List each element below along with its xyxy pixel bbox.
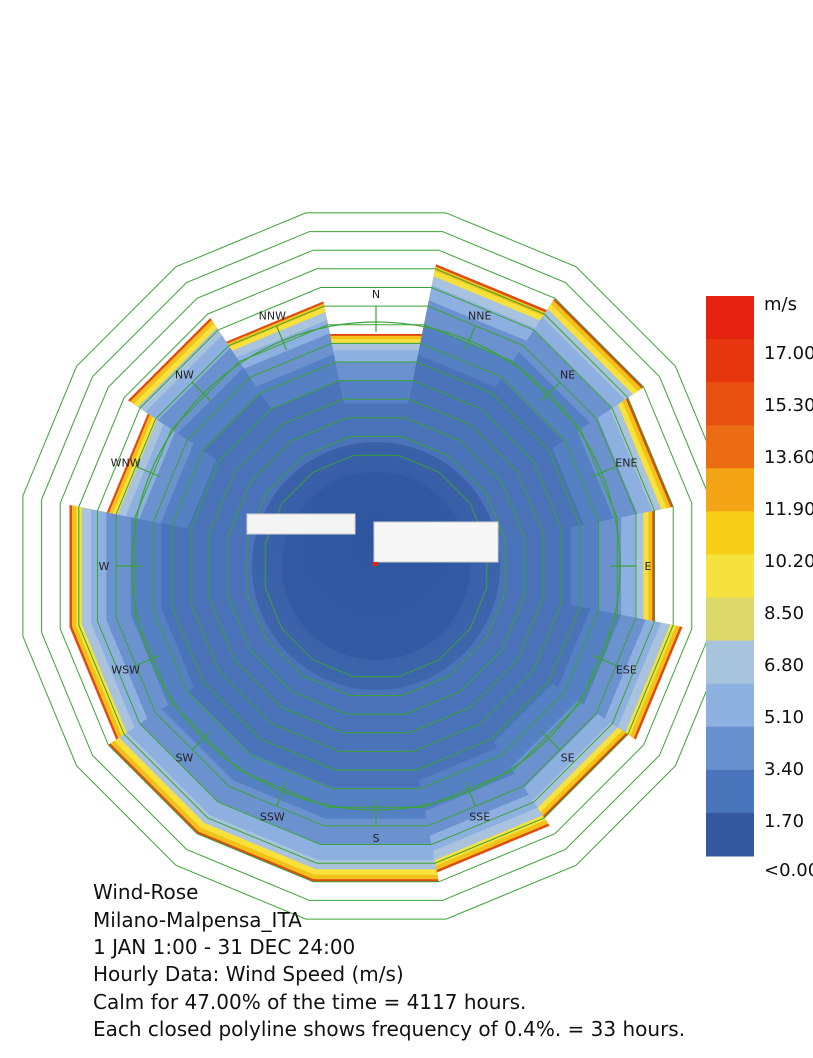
direction-label-n: N (372, 288, 380, 301)
legend-swatch (706, 511, 754, 555)
direction-tick (191, 731, 211, 751)
direction-tick (464, 325, 477, 351)
direction-label-ese: ESE (616, 664, 637, 677)
direction-label-wnw: WNW (111, 456, 141, 469)
direction-tick (191, 381, 211, 401)
direction-tick (135, 465, 161, 478)
legend-tick-label: 1.70 (764, 811, 805, 832)
legend-swatch (706, 425, 754, 469)
direction-tick (541, 731, 561, 751)
direction-tick (275, 781, 288, 807)
legend-swatch (706, 382, 754, 426)
frequency-ring (134, 324, 618, 808)
legend-swatch (706, 812, 754, 857)
legend-tick-label: 8.50 (764, 603, 805, 624)
direction-tick (591, 654, 617, 667)
direction-tick (275, 325, 288, 351)
direction-tick (135, 654, 161, 667)
calm-text: Calm for 47.00% of the time = 4117 hours… (93, 990, 527, 1014)
legend-swatch (706, 683, 754, 728)
direction-label-s: S (373, 832, 380, 845)
legend-tick-label: 11.90 (764, 499, 813, 520)
direction-label-wsw: WSW (111, 664, 140, 677)
legend-swatch (706, 468, 754, 512)
frequency-ring (208, 398, 544, 734)
direction-label-nne: NNE (468, 310, 491, 323)
direction-tick (464, 781, 477, 807)
direction-tick (591, 465, 617, 478)
legend-tick-label: 5.10 (764, 707, 805, 728)
legend-tick-label: 13.60 (764, 447, 813, 468)
legend-swatch (706, 296, 754, 340)
direction-label-w: W (99, 560, 110, 573)
frequency-ring (59, 249, 693, 883)
direction-label-ene: ENE (615, 456, 637, 469)
frequency-ring (171, 361, 581, 771)
legend-unit-title: m/s (764, 294, 797, 315)
legend-tick-label: 3.40 (764, 759, 805, 780)
frequency-ring (115, 305, 637, 827)
legend-swatch (706, 640, 754, 685)
direction-label-ssw: SSW (260, 810, 285, 823)
legend-swatch (706, 726, 754, 771)
frequency-rings (22, 212, 730, 920)
frequency-ring (227, 417, 525, 715)
frequency-ring (41, 231, 711, 901)
frequency-ring (97, 287, 655, 845)
legend-tick-label: 15.30 (764, 395, 813, 416)
frequency-ring (152, 342, 600, 790)
direction-label-sse: SSE (469, 810, 490, 823)
building-block-left (246, 513, 356, 535)
legend-swatch (706, 554, 754, 599)
data-type-text: Hourly Data: Wind Speed (m/s) (93, 962, 404, 986)
direction-tick (541, 381, 561, 401)
direction-labels: N NNE NE ENE E ESE SE SSE S SSW SW WSW W WNW NW NNW (99, 288, 652, 845)
direction-label-e: E (645, 560, 652, 573)
legend-tick-label: 10.20 (764, 551, 813, 572)
legend-swatch (706, 597, 754, 642)
frequency-ring (246, 436, 506, 696)
legend-swatch (706, 339, 754, 383)
frequency-ring (190, 380, 562, 752)
building-block-right (373, 521, 499, 563)
direction-label-sw: SW (175, 752, 193, 765)
legend-tick-label: 6.80 (764, 655, 805, 676)
legend-tick-label: 17.00 (764, 343, 813, 364)
direction-label-ne: NE (560, 368, 575, 381)
chart-title: Wind-Rose (93, 880, 199, 904)
location-text: Milano-Malpensa_ITA (93, 908, 302, 932)
frequency-ring (78, 268, 674, 864)
polyline-text: Each closed polyline shows frequency of … (93, 1017, 686, 1041)
period-text: 1 JAN 1:00 - 31 DEC 24:00 (93, 935, 356, 959)
legend-tick-label: <0.00 (764, 860, 813, 881)
direction-label-se: SE (561, 752, 575, 765)
legend-swatch (706, 769, 754, 814)
direction-label-nnw: NNW (259, 310, 286, 323)
center-marker (372, 562, 378, 566)
direction-label-nw: NW (175, 368, 194, 381)
